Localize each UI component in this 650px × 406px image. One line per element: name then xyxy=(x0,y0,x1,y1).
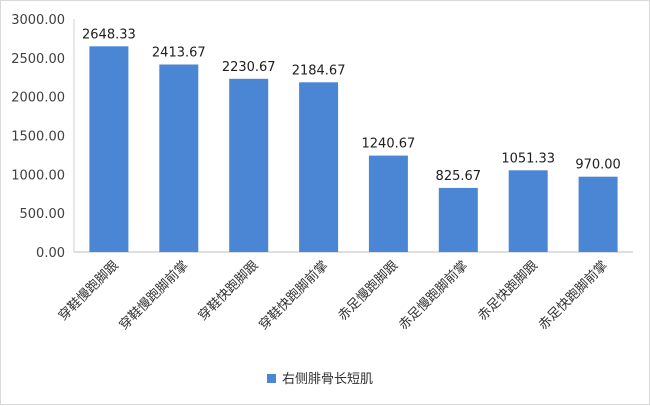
legend: 右侧腓骨长短肌 xyxy=(267,371,373,387)
bar xyxy=(299,82,339,252)
category-label: 穿鞋快跑脚前掌 xyxy=(256,258,332,334)
bar xyxy=(229,78,269,252)
data-label: 1240.67 xyxy=(362,137,416,152)
data-label: 2230.67 xyxy=(222,60,276,75)
legend-label: 右侧腓骨长短肌 xyxy=(282,371,373,387)
category-label: 赤足快跑脚跟 xyxy=(475,258,541,324)
y-tick-label: 2000.00 xyxy=(11,91,65,106)
category-label: 穿鞋慢跑脚前掌 xyxy=(116,258,192,334)
y-tick-label: 1500.00 xyxy=(11,130,65,145)
data-label: 970.00 xyxy=(575,158,621,173)
y-tick-label: 0.00 xyxy=(36,246,65,261)
bar xyxy=(578,176,618,252)
category-labels: 穿鞋慢跑脚跟穿鞋慢跑脚前掌 穿鞋快跑脚跟穿鞋快跑脚前掌 赤足慢跑脚跟赤足慢跑脚前掌赤… xyxy=(55,258,611,334)
legend-swatch xyxy=(267,374,276,383)
bar xyxy=(368,155,408,252)
y-tick-label: 2500.00 xyxy=(11,52,65,67)
bar xyxy=(159,64,199,252)
data-label: 825.67 xyxy=(436,169,482,184)
bar xyxy=(89,46,129,252)
bar xyxy=(438,187,478,252)
y-tick-label: 3000.00 xyxy=(11,13,65,28)
y-tick-labels: 0.00 500.00 1000.00 1500.00 2000.00 2500.00 30… xyxy=(11,13,65,261)
category-label: 赤足慢跑脚前掌 xyxy=(395,258,471,334)
data-label: 2413.67 xyxy=(152,46,206,61)
y-tick-label: 500.00 xyxy=(20,207,66,222)
category-label: 赤足慢跑脚跟 xyxy=(335,258,401,324)
data-labels: 2648.33 2413.67 2230.67 2184.67 1240.67 825.6… xyxy=(82,27,621,184)
y-tick-label: 1000.00 xyxy=(11,168,65,183)
data-label: 2648.33 xyxy=(82,27,136,42)
category-label: 穿鞋快跑脚跟 xyxy=(195,258,261,324)
data-label: 1051.33 xyxy=(501,151,555,166)
category-label: 赤足快跑脚前掌 xyxy=(535,258,611,334)
bar xyxy=(508,170,548,252)
category-label: 穿鞋慢跑脚跟 xyxy=(55,258,121,324)
data-label: 2184.67 xyxy=(292,63,346,78)
bar-series xyxy=(89,46,618,252)
